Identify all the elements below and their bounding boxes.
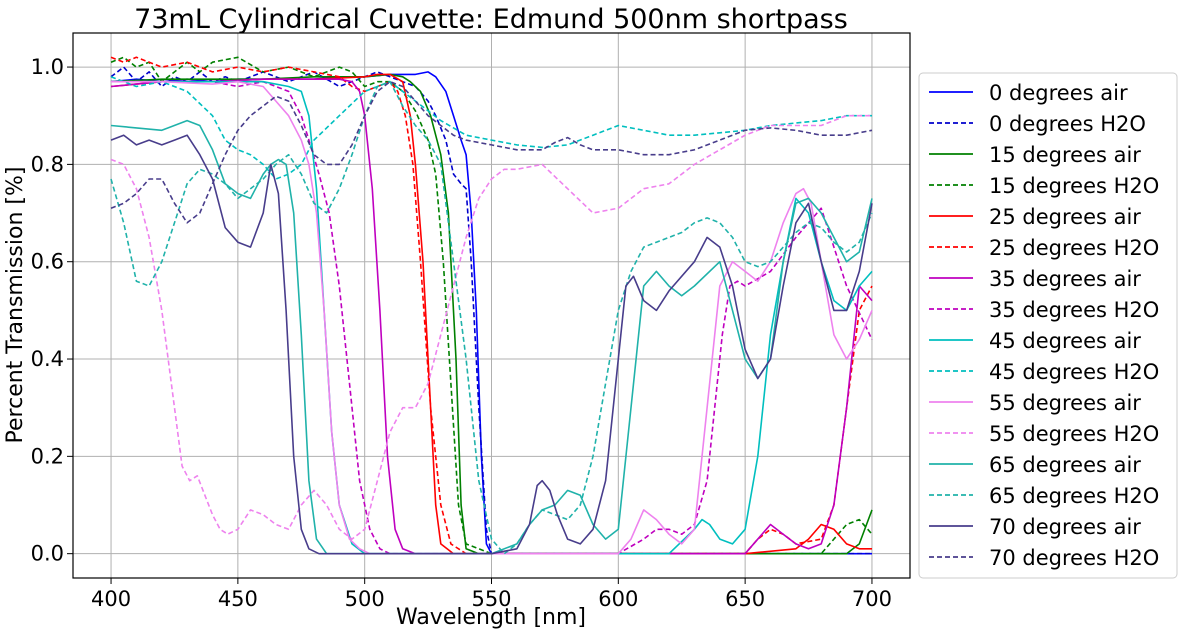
series-line-65-degrees-h2o bbox=[110, 80, 873, 555]
legend-label: 15 degrees H2O bbox=[989, 174, 1159, 198]
y-tick-label: 0.4 bbox=[31, 347, 64, 371]
legend-label: 0 degrees H2O bbox=[989, 112, 1146, 136]
series-line-35-degrees-air bbox=[110, 78, 873, 555]
series-line-70-degrees-h2o bbox=[110, 80, 873, 224]
legend-label: 55 degrees air bbox=[989, 391, 1141, 415]
grid-lines bbox=[73, 33, 910, 578]
legend-label: 45 degrees H2O bbox=[989, 360, 1159, 384]
legend-label: 70 degrees air bbox=[989, 515, 1141, 539]
legend-label: 0 degrees air bbox=[989, 81, 1128, 105]
y-tick-label: 1.0 bbox=[31, 55, 64, 79]
x-tick-label: 500 bbox=[345, 587, 385, 611]
chart-title: 73mL Cylindrical Cuvette: Edmund 500nm s… bbox=[134, 4, 848, 35]
x-tick-label: 650 bbox=[725, 587, 765, 611]
x-axis-label: Wavelength [nm] bbox=[396, 605, 586, 630]
x-tick-label: 700 bbox=[852, 587, 892, 611]
x-tick-label: 450 bbox=[218, 587, 258, 611]
axis-ticks: 400 450 500 550 600 650 700 0.0 0.2 0.4 0.6 0.8 1.0 bbox=[31, 55, 892, 611]
legend: 0 degrees air 0 degrees H2O 15 degrees air… bbox=[918, 72, 1178, 579]
series-lines bbox=[110, 56, 873, 555]
series-line-0-degrees-h2o bbox=[110, 66, 872, 555]
x-tick-label: 400 bbox=[91, 587, 131, 611]
legend-label: 25 degrees air bbox=[989, 205, 1141, 229]
x-tick-label: 600 bbox=[598, 587, 638, 611]
legend-label: 35 degrees air bbox=[989, 267, 1141, 291]
legend-label: 70 degrees H2O bbox=[989, 546, 1159, 570]
legend-label: 65 degrees H2O bbox=[989, 484, 1159, 508]
series-line-70-degrees-air bbox=[110, 134, 873, 555]
legend-label: 65 degrees air bbox=[989, 453, 1141, 477]
y-tick-label: 0.0 bbox=[31, 542, 64, 566]
x-tick-label: 550 bbox=[471, 587, 511, 611]
series-line-55-degrees-air bbox=[111, 80, 873, 555]
y-tick-label: 0.6 bbox=[31, 250, 64, 274]
legend-box bbox=[918, 72, 1178, 579]
y-tick-label: 0.2 bbox=[31, 444, 64, 468]
legend-label: 35 degrees H2O bbox=[989, 298, 1159, 322]
y-axis-label: Percent Transmission [%] bbox=[3, 167, 28, 444]
legend-label: 25 degrees H2O bbox=[989, 236, 1159, 260]
legend-label: 15 degrees air bbox=[989, 143, 1141, 167]
series-line-45-degrees-air bbox=[111, 80, 873, 555]
legend-label: 55 degrees H2O bbox=[989, 422, 1159, 446]
series-line-45-degrees-h2o bbox=[110, 76, 872, 180]
y-tick-label: 0.8 bbox=[31, 152, 64, 176]
legend-label: 45 degrees air bbox=[989, 329, 1141, 353]
